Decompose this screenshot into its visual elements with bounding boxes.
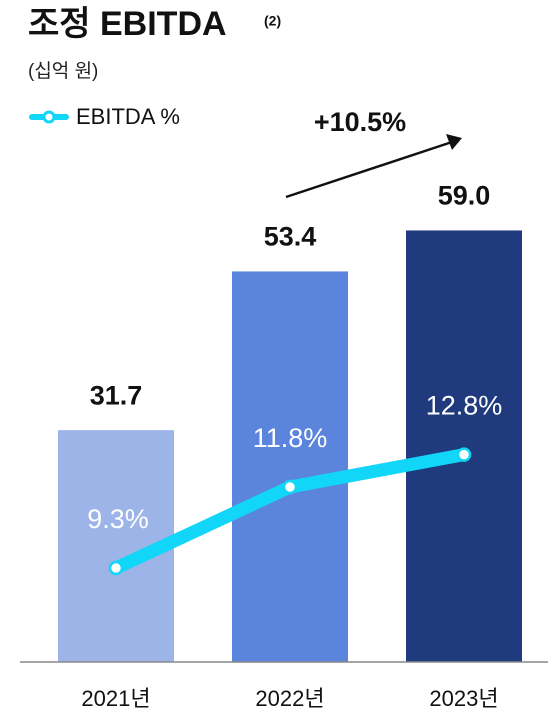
subtitle: (십억 원): [28, 60, 98, 82]
x-tick-label: 2022년: [255, 686, 324, 711]
bar-value-label: 59.0: [438, 181, 491, 211]
legend-label: EBITDA %: [76, 104, 180, 129]
line-point: [456, 447, 472, 462]
line-value-label: 12.8%: [426, 391, 503, 421]
line-point: [108, 560, 124, 576]
chart-title: 조정 EBITDA: [28, 5, 227, 43]
title-note: (2): [264, 13, 281, 29]
trend-arrow: [285, 140, 453, 199]
line-value-label: 9.3%: [87, 504, 149, 534]
arrow-head: [446, 134, 462, 150]
line-point: [282, 479, 298, 495]
x-tick-label: 2023년: [429, 686, 498, 711]
annotation: +10.5%: [314, 107, 406, 137]
legend-swatch-point: [42, 110, 56, 124]
x-tick-label: 2021년: [81, 686, 150, 711]
bar-value-label: 53.4: [264, 222, 317, 252]
bar: [232, 271, 348, 662]
line-value-label: 11.8%: [253, 423, 328, 453]
bar: [406, 230, 522, 662]
bar-value-label: 31.7: [90, 380, 143, 410]
